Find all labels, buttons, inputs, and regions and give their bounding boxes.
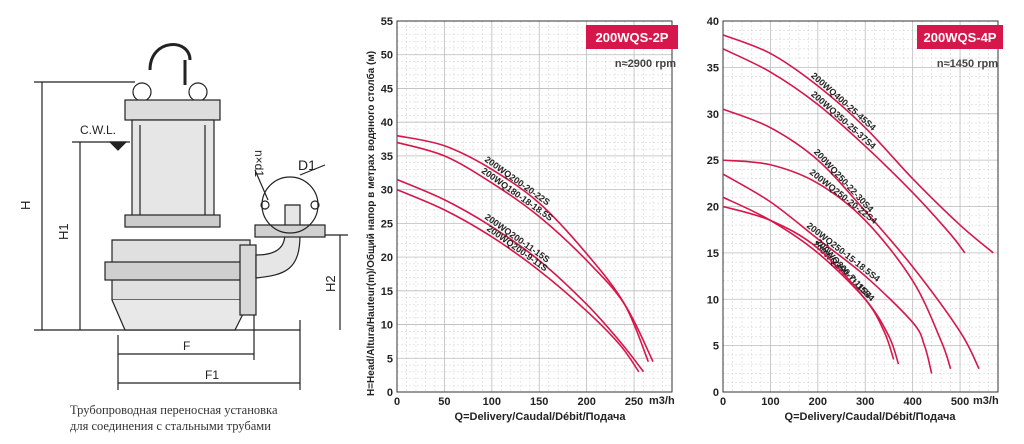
x-tick-label: 250 — [625, 396, 643, 408]
y-tick-label: 30 — [381, 185, 393, 197]
x-unit-label: m3/h — [649, 395, 675, 407]
x-tick-label: 50 — [438, 396, 450, 408]
y-axis-label: H=Head/Altura/Hauteur(m)/Общий напор в м… — [365, 51, 377, 396]
y-tick-label: 35 — [381, 151, 393, 163]
x-unit-label: m3/h — [973, 395, 999, 407]
x-tick-label: 200 — [577, 396, 595, 408]
model-badge — [917, 25, 1003, 49]
drawing-caption: Трубопроводная переносная установка для … — [70, 402, 350, 434]
series-line — [722, 34, 994, 254]
x-axis-label: Q=Delivery/Caudal/Débit/Подача — [785, 411, 957, 423]
speed-label: n≈1450 rpm — [937, 58, 998, 70]
performance-chart-4p: 200WQ400-25-45S4200WQ350-25-37S4200WQ250… — [707, 16, 1003, 423]
series-line — [722, 108, 980, 370]
y-tick-label: 15 — [707, 248, 719, 260]
y-tick-label: 45 — [381, 83, 393, 95]
x-tick-label: 150 — [530, 396, 548, 408]
x-tick-label: 400 — [903, 396, 921, 408]
dimension-h-label: H — [18, 201, 33, 210]
chart-ticks: 0 100 200 300 400 500 0 5 10 15 20 25 30 35 40 — [707, 16, 969, 408]
performance-chart-2p: 200WQ200-20-22S200WQ180-18-18.5S200WQ200… — [365, 16, 678, 423]
y-tick-label: 10 — [707, 294, 719, 306]
y-tick-label: 25 — [707, 155, 719, 167]
series-line — [396, 188, 640, 373]
model-badge-text: 200WQS-2P — [596, 30, 669, 45]
series-line — [722, 205, 895, 360]
y-tick-label: 55 — [381, 16, 393, 28]
dimension-d1-label: D1 — [298, 157, 316, 173]
cwl-label: C.W.L. — [80, 123, 116, 137]
series-line — [722, 48, 966, 254]
y-tick-label: 10 — [381, 320, 393, 332]
y-tick-label: 30 — [707, 109, 719, 121]
chart-ticks: 0 50 100 150 200 250 0 5 10 15 20 25 30 35 40 45 50 55 — [381, 16, 643, 408]
caption-line-2: для соединения с стальными трубами — [70, 419, 271, 433]
x-tick-label: 300 — [856, 396, 874, 408]
model-badge — [586, 25, 678, 49]
pump-installation-drawing: C.W.L. H H1 H2 F F1 D1 n×d1 — [18, 43, 348, 390]
series-line — [396, 141, 654, 363]
dimension-f1-label: F1 — [205, 368, 219, 382]
dimension-f-label: F — [183, 339, 190, 353]
chart-grid — [396, 20, 673, 393]
caption-line-1: Трубопроводная переносная установка — [70, 403, 278, 417]
x-tick-label: 500 — [951, 396, 969, 408]
y-tick-label: 5 — [387, 353, 393, 365]
y-tick-label: 50 — [381, 50, 393, 62]
chart-grid — [722, 20, 999, 393]
y-tick-label: 20 — [707, 202, 719, 214]
chart-curves: 200WQ200-20-22S200WQ180-18-18.5S200WQ200… — [396, 134, 654, 373]
x-tick-label: 100 — [483, 396, 501, 408]
dimension-nxd-label: n×d1 — [252, 150, 266, 177]
model-badge-text: 200WQS-4P — [924, 30, 997, 45]
y-tick-label: 0 — [387, 387, 393, 399]
y-tick-label: 0 — [713, 387, 719, 399]
series-line — [396, 178, 645, 373]
x-axis-label: Q=Delivery/Caudal/Débit/Подача — [455, 411, 627, 423]
y-tick-label: 15 — [381, 286, 393, 298]
x-tick-label: 200 — [809, 396, 827, 408]
plot-frame — [396, 20, 673, 393]
x-tick-label: 0 — [720, 396, 726, 408]
y-tick-label: 20 — [381, 252, 393, 264]
speed-label: n≈2900 rpm — [615, 58, 676, 70]
y-tick-label: 5 — [713, 341, 719, 353]
y-tick-label: 40 — [707, 16, 719, 28]
y-tick-label: 25 — [381, 218, 393, 230]
y-tick-label: 40 — [381, 117, 393, 129]
dimension-h2-label: H2 — [323, 275, 338, 292]
series-line — [722, 159, 952, 370]
y-tick-label: 35 — [707, 62, 719, 74]
dimension-h1-label: H1 — [56, 223, 71, 240]
x-tick-label: 0 — [394, 396, 400, 408]
series-line — [722, 173, 933, 374]
x-tick-label: 100 — [761, 396, 779, 408]
